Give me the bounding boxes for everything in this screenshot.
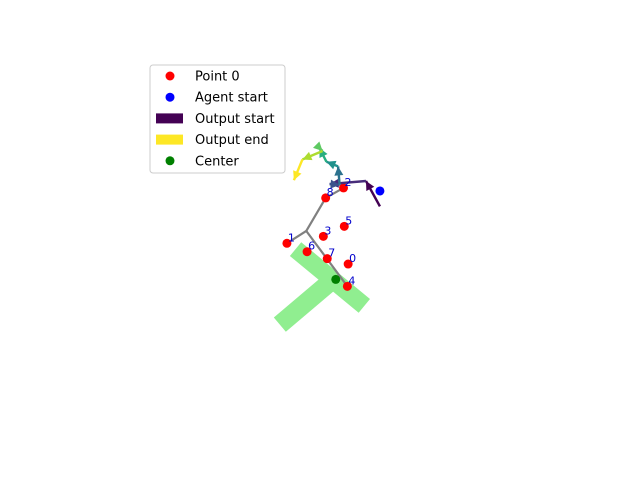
legend-label: Agent start xyxy=(195,91,268,106)
legend-label: Output end xyxy=(195,133,269,148)
output-arrow-8 xyxy=(292,159,304,181)
legend-swatch xyxy=(165,92,175,102)
point-label-0: 0 xyxy=(349,252,356,265)
legend-frame xyxy=(149,64,286,174)
point-label-6: 6 xyxy=(308,240,315,253)
point-marker-1 xyxy=(282,238,292,248)
arrow-head xyxy=(334,166,344,176)
output-arrow-7 xyxy=(301,149,324,161)
point-label-8: 8 xyxy=(327,186,334,199)
point-label-4: 4 xyxy=(348,274,355,287)
arrow-head xyxy=(330,179,340,189)
arrow-head xyxy=(293,170,302,181)
point-markers xyxy=(282,183,353,291)
legend-item-0: Point 0 xyxy=(165,70,240,85)
legend-item-2: Output start xyxy=(156,112,275,127)
skeleton-edge-1 xyxy=(305,196,327,233)
point-label-1: 1 xyxy=(288,231,295,244)
point-marker-6 xyxy=(302,247,312,257)
legend-swatch xyxy=(156,113,183,124)
point-marker-7 xyxy=(322,254,332,264)
point-marker-2 xyxy=(339,183,348,193)
legend-item-3: Output end xyxy=(156,133,269,148)
arrow-head xyxy=(326,160,337,170)
point-marker-8 xyxy=(321,193,331,203)
region-bar-1 xyxy=(273,269,343,332)
legend-swatch xyxy=(165,156,175,166)
legend: Point 0 Agent start Output start Output end… xyxy=(149,64,286,174)
arrow-head xyxy=(302,151,313,161)
occupied-region xyxy=(273,242,370,332)
agent-start-marker xyxy=(375,186,385,196)
output-arrows xyxy=(292,141,381,207)
point-label-5: 5 xyxy=(345,214,352,227)
point-marker-3 xyxy=(318,231,328,241)
legend-label: Point 0 xyxy=(195,70,240,85)
legend-label: Output start xyxy=(195,112,275,127)
point-labels: 0 1 2 3 4 5 67 8 xyxy=(288,176,356,287)
output-arrow-3 xyxy=(334,166,344,185)
special-markers xyxy=(331,186,385,284)
legend-item-1: Agent start xyxy=(165,91,268,106)
output-arrow-6 xyxy=(313,141,324,152)
output-arrow-2 xyxy=(329,179,340,189)
point-label-2: 2 xyxy=(345,176,352,189)
legend-swatch xyxy=(156,134,183,145)
point-label-3: 3 xyxy=(324,224,331,237)
legend-item-4: Center xyxy=(165,154,239,169)
arrow-head xyxy=(313,141,323,152)
point-marker-0 xyxy=(343,259,353,269)
point-marker-5 xyxy=(339,221,349,231)
output-arrow-4 xyxy=(326,160,339,170)
legend-swatch xyxy=(165,71,175,81)
point-marker-4 xyxy=(342,281,352,291)
point-label-7: 7 xyxy=(328,247,335,260)
legend-label: Center xyxy=(195,154,239,169)
arrow-head xyxy=(365,181,375,192)
center-marker xyxy=(331,274,341,284)
output-arrow-0 xyxy=(364,180,381,207)
